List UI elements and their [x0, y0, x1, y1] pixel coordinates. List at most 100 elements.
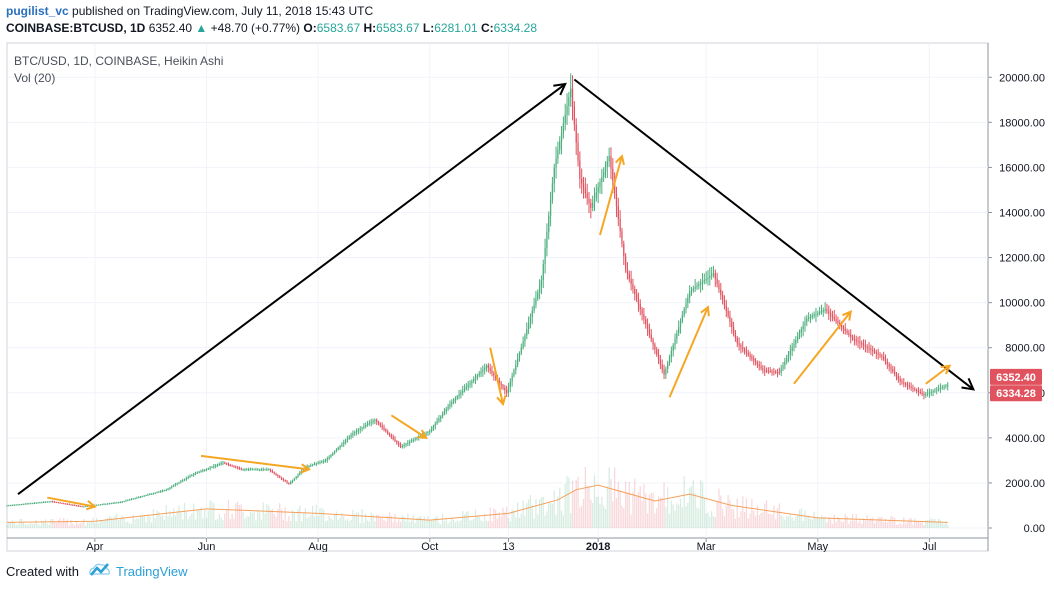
- candle-body: [599, 182, 601, 188]
- candle-body: [247, 469, 250, 471]
- candle-body: [15, 504, 17, 506]
- candle-body: [687, 297, 689, 304]
- candle-body: [866, 346, 868, 348]
- candle-body: [264, 469, 266, 471]
- candle-body: [198, 471, 200, 473]
- trend-arrow: [17, 83, 566, 495]
- candle-body: [150, 493, 153, 495]
- candle-body: [269, 469, 272, 471]
- candle-body: [251, 469, 253, 471]
- volume-bar: [873, 523, 876, 528]
- volume-bar: [817, 516, 819, 528]
- volume-bar: [24, 524, 26, 528]
- volume-bar: [714, 517, 716, 528]
- candle-body: [344, 440, 347, 443]
- volume-bar: [419, 515, 422, 528]
- volume-bar: [535, 499, 537, 528]
- volume-bar: [485, 520, 488, 528]
- tradingview-cloud-icon[interactable]: [88, 562, 110, 581]
- volume-bar: [394, 514, 396, 528]
- candle-body: [515, 364, 517, 371]
- volume-bar: [59, 518, 61, 528]
- price-badge: [990, 385, 1042, 402]
- candle-body: [557, 149, 559, 159]
- volume-bar: [48, 524, 50, 528]
- candle-body: [635, 294, 638, 300]
- y-tick-label: 10000.00: [999, 298, 1045, 310]
- volume-bar: [37, 523, 39, 528]
- volume-bar: [895, 524, 898, 528]
- candle-body: [445, 408, 447, 412]
- volume-bar: [749, 513, 751, 528]
- candle-body: [361, 427, 363, 429]
- candle-body: [28, 503, 30, 505]
- candle-body: [895, 374, 898, 377]
- volume-bar: [92, 517, 94, 528]
- candle-body: [10, 505, 12, 507]
- candle-body: [632, 283, 634, 290]
- candle-body: [388, 433, 391, 436]
- candle-body: [377, 421, 380, 424]
- volume-bar: [204, 509, 206, 528]
- candle-body: [387, 431, 389, 434]
- volume-bar: [161, 515, 164, 528]
- volume-bar: [597, 496, 599, 528]
- candle-body: [409, 441, 411, 443]
- volume-bar: [656, 508, 658, 528]
- volume-bar: [21, 518, 23, 528]
- candle-body: [590, 203, 592, 208]
- volume-bar: [919, 522, 921, 528]
- volume-bar: [156, 510, 158, 528]
- candle-body: [500, 382, 502, 386]
- candle-body: [568, 97, 570, 107]
- swing-arrow-head: [842, 310, 853, 321]
- volume-bar: [224, 513, 226, 528]
- candle-body: [11, 504, 14, 506]
- candle-body: [894, 371, 896, 375]
- candle-body: [593, 197, 596, 203]
- volume-bar: [575, 479, 577, 528]
- price-chart[interactable]: 0.002000.004000.006000.008000.0010000.00…: [0, 42, 1054, 553]
- volume-bar: [53, 521, 56, 528]
- candle-body: [690, 289, 693, 292]
- candle-body: [553, 167, 555, 184]
- author-link[interactable]: pugilist_vc: [6, 4, 69, 18]
- volume-bar: [390, 515, 392, 528]
- candle-body: [280, 477, 283, 479]
- volume-bar: [657, 496, 660, 528]
- volume-bar: [582, 499, 585, 528]
- candle-body: [685, 303, 687, 310]
- volume-bar: [743, 511, 746, 528]
- volume-bar: [26, 523, 28, 528]
- high-label: H:: [363, 21, 377, 35]
- volume-bar: [410, 520, 413, 528]
- volume-bar: [262, 502, 264, 528]
- volume-bar: [868, 519, 870, 528]
- candle-body: [566, 106, 568, 115]
- volume-bar: [886, 522, 888, 528]
- chart-area[interactable]: 0.002000.004000.006000.008000.0010000.00…: [0, 42, 1054, 553]
- volume-bar: [566, 476, 568, 528]
- volume-bar: [6, 524, 8, 528]
- candle-body: [357, 429, 360, 432]
- swing-arrow-head: [940, 364, 952, 375]
- candle-body: [943, 386, 945, 388]
- volume-bar: [762, 512, 764, 528]
- volume-bar: [906, 522, 909, 528]
- candle-body: [925, 394, 927, 396]
- tradingview-brand[interactable]: TradingView: [115, 563, 188, 579]
- volume-bar: [22, 521, 25, 528]
- volume-bar: [828, 517, 830, 528]
- candle-body: [430, 428, 433, 432]
- volume-bar: [290, 521, 292, 528]
- candle-body: [760, 366, 762, 369]
- volume-bar: [842, 521, 845, 528]
- candle-body: [412, 439, 414, 441]
- candle-body: [485, 365, 488, 368]
- volume-bar: [385, 521, 387, 528]
- volume-bar: [676, 503, 678, 528]
- candle-body: [55, 502, 58, 504]
- volume-bar: [251, 512, 253, 528]
- volume-bar: [127, 521, 129, 528]
- volume-bar: [414, 522, 416, 528]
